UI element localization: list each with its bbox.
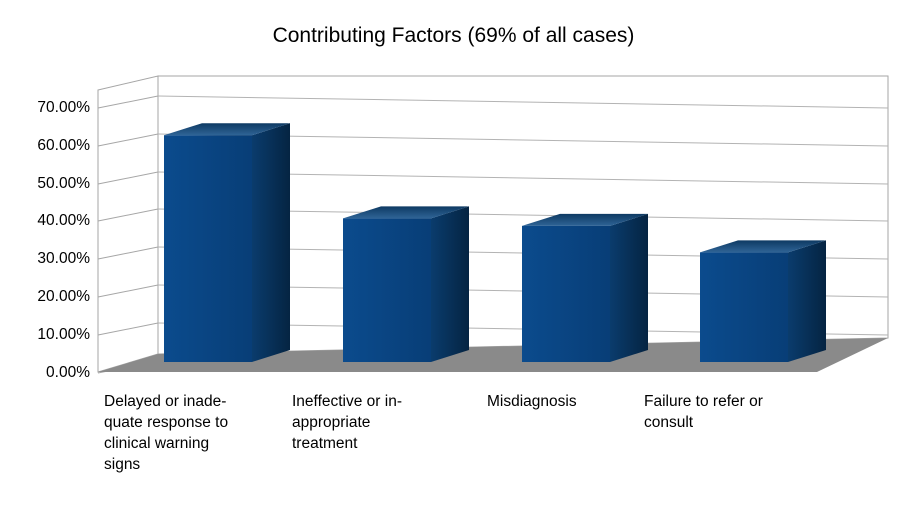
x-axis-category-label: Misdiagnosis <box>487 393 577 410</box>
gridline <box>157 95 889 109</box>
bar-side-face <box>788 240 826 362</box>
y-axis-tick <box>97 322 159 336</box>
y-axis-tick <box>97 171 159 185</box>
bar-front-face <box>343 218 431 362</box>
chart-floor <box>98 338 888 372</box>
chart-title: Contributing Factors (69% of all cases) <box>272 24 635 47</box>
y-axis-tick-label: 10.00% <box>37 326 90 343</box>
bar-front-face <box>522 225 610 362</box>
bar-front-face <box>164 135 252 362</box>
x-axis-category-label: Failure to refer or consult <box>644 393 763 431</box>
y-axis-tick-label: 40.00% <box>37 212 90 229</box>
y-axis-tick-label: 0.00% <box>46 364 90 381</box>
y-axis-tick-label: 60.00% <box>37 137 90 154</box>
bar-front-face <box>700 252 788 362</box>
bar <box>700 240 826 362</box>
chart-left-wall <box>97 75 159 373</box>
bar-top-face <box>164 123 290 136</box>
y-axis-tick-label: 70.00% <box>37 99 90 116</box>
y-axis-tick <box>97 284 159 298</box>
y-axis-tick <box>97 133 159 147</box>
y-axis-tick <box>97 95 159 109</box>
y-axis-tick <box>97 208 159 222</box>
bar-top-face <box>522 213 648 226</box>
y-axis-tick-label: 30.00% <box>37 250 90 267</box>
x-axis-category-label: Delayed or inade- quate response to clin… <box>104 393 229 473</box>
bar-top-face <box>700 240 826 253</box>
bar <box>343 206 469 362</box>
bar-side-face <box>610 213 648 362</box>
bar <box>522 213 648 362</box>
y-axis-tick-label: 20.00% <box>37 288 90 305</box>
bar-side-face <box>252 123 290 362</box>
bar-top-face <box>343 206 469 219</box>
y-axis-tick-label: 50.00% <box>37 175 90 192</box>
y-axis-tick <box>97 246 159 260</box>
x-axis-category-label: Ineffective or in- appropriate treatment <box>292 393 402 452</box>
bar <box>164 123 290 362</box>
bar-side-face <box>431 206 469 362</box>
